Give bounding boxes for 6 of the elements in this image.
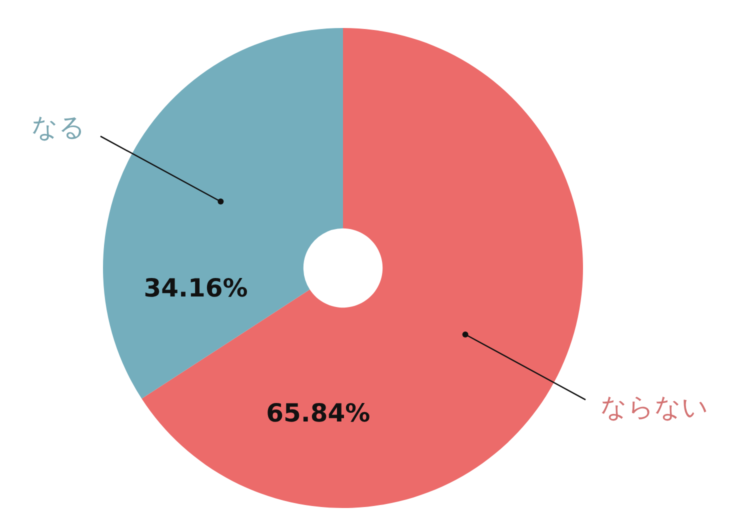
data-label: 34.16% — [144, 274, 248, 303]
data-label: 65.84% — [266, 398, 370, 428]
donut-slice — [142, 28, 583, 508]
donut-slice — [103, 28, 343, 399]
slice-label: ならない — [600, 392, 708, 423]
slice-label: なる — [32, 113, 86, 144]
